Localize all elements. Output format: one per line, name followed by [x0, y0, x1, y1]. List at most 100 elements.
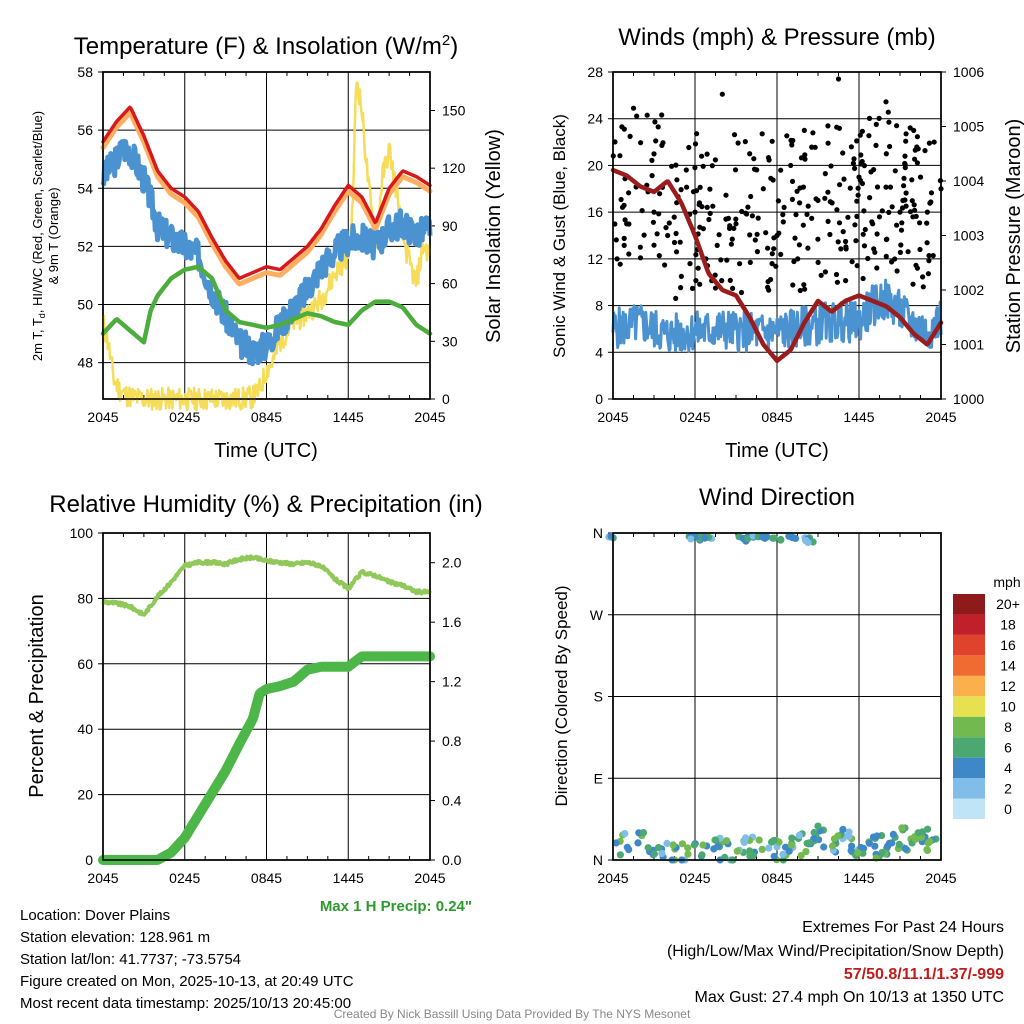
y-axis-label: 2m T, Td, HI/WC (Red, Green, Scarlet/Blu…: [30, 111, 47, 361]
plot-frame-top: [102, 71, 431, 400]
y-tick-label: W: [590, 607, 604, 623]
gust-point: [617, 261, 623, 267]
direction-point: [805, 839, 814, 847]
gust-point: [802, 286, 808, 292]
two-meter-temp-line: [101, 105, 432, 280]
dewpoint-line: [100, 264, 433, 345]
x-tick-label: 0845: [761, 870, 792, 886]
colorbar-label: 14: [1000, 658, 1016, 674]
x-tick-label: 1445: [843, 409, 874, 425]
gust-point: [917, 174, 924, 180]
gust-point: [689, 285, 696, 291]
gust-point: [801, 127, 807, 133]
colorbar-label: 4: [1004, 760, 1012, 776]
gust-point: [902, 153, 908, 159]
location-text: Location: Dover Plains: [20, 907, 171, 924]
gust-point: [622, 217, 628, 223]
gust-point: [897, 249, 904, 255]
colorbar-title: mph: [993, 574, 1020, 590]
gust-point: [781, 204, 787, 210]
gust-point: [894, 222, 900, 228]
gust-point: [903, 138, 909, 144]
gust-point: [719, 91, 725, 97]
latlon-text: Station lat/lon: 41.7737; -73.5754: [20, 951, 242, 968]
gust-point: [805, 245, 811, 251]
direction-point: [746, 847, 754, 855]
gust-point: [671, 214, 677, 220]
direction-point: [888, 839, 896, 847]
direction-point: [769, 534, 777, 542]
max-precip-annotation: Max 1 H Precip: 0.24": [320, 898, 472, 915]
gust-point: [860, 231, 866, 237]
gust-point: [673, 162, 679, 168]
gust-point: [755, 215, 761, 221]
colorbar-label: 6: [1004, 739, 1012, 755]
gust-point: [873, 121, 879, 127]
y2-tick-label: 0: [442, 391, 450, 407]
gust-point: [822, 269, 829, 275]
gust-point: [697, 281, 703, 287]
gust-point: [905, 249, 911, 255]
gust-point: [649, 173, 655, 179]
gust-point: [773, 263, 779, 269]
gust-point: [626, 190, 632, 196]
gust-point: [673, 295, 679, 301]
gust-point: [718, 257, 724, 263]
direction-point: [873, 832, 881, 840]
direction-point: [871, 842, 879, 850]
gust-point: [760, 186, 766, 192]
gust-point: [686, 144, 692, 151]
gust-point: [901, 175, 907, 181]
gust-point: [638, 140, 644, 146]
direction-point: [830, 835, 839, 843]
y-tick-label: 16: [587, 204, 603, 220]
gust-point: [687, 261, 693, 267]
gust-point: [716, 232, 722, 238]
x-tick-label: 2045: [597, 409, 628, 425]
gust-point: [898, 242, 904, 248]
gust-point: [917, 220, 923, 226]
direction-point: [923, 846, 931, 854]
gust-point: [860, 275, 866, 282]
gust-point: [926, 258, 932, 264]
colorbar-swatch: [953, 757, 985, 779]
gust-point: [775, 198, 782, 204]
gust-point: [639, 208, 645, 214]
gust-point: [827, 231, 833, 238]
gust-point: [910, 214, 916, 220]
y-tick-label: 0: [85, 852, 93, 868]
gust-point: [728, 241, 735, 247]
gust-point: [859, 158, 865, 165]
gust-point: [673, 249, 680, 255]
gust-point: [693, 252, 699, 258]
colorbar-swatch: [953, 614, 985, 635]
x-tick-label: 0245: [679, 409, 710, 425]
gust-point: [849, 259, 855, 265]
x-tick-label: 0845: [761, 409, 792, 425]
direction-point: [926, 837, 934, 846]
y-tick-label: 12: [587, 251, 603, 267]
y-axis-label-line2: & 9m T (Orange): [46, 187, 61, 284]
gust-point: [693, 278, 699, 284]
y-tick-label: 60: [77, 656, 93, 672]
y-tick-label: 28: [587, 64, 603, 80]
gust-point: [894, 123, 900, 129]
direction-point: [616, 851, 625, 859]
gust-point: [912, 156, 918, 162]
gust-point: [788, 162, 794, 169]
y2-axis-label: Station Pressure (Maroon): [1003, 119, 1024, 354]
gust-point: [825, 218, 831, 224]
gust-point: [754, 167, 760, 173]
gust-point: [834, 279, 841, 285]
gust-point: [626, 251, 632, 257]
gust-point: [742, 139, 748, 145]
direction-point: [733, 847, 741, 855]
gust-point: [917, 246, 923, 253]
gust-point: [652, 119, 658, 125]
y2-tick-label: 0.4: [442, 793, 462, 809]
gust-point: [614, 256, 620, 262]
gust-point: [733, 221, 739, 227]
y-tick-label: E: [594, 770, 603, 786]
nine-meter-temp-line: [100, 110, 433, 287]
